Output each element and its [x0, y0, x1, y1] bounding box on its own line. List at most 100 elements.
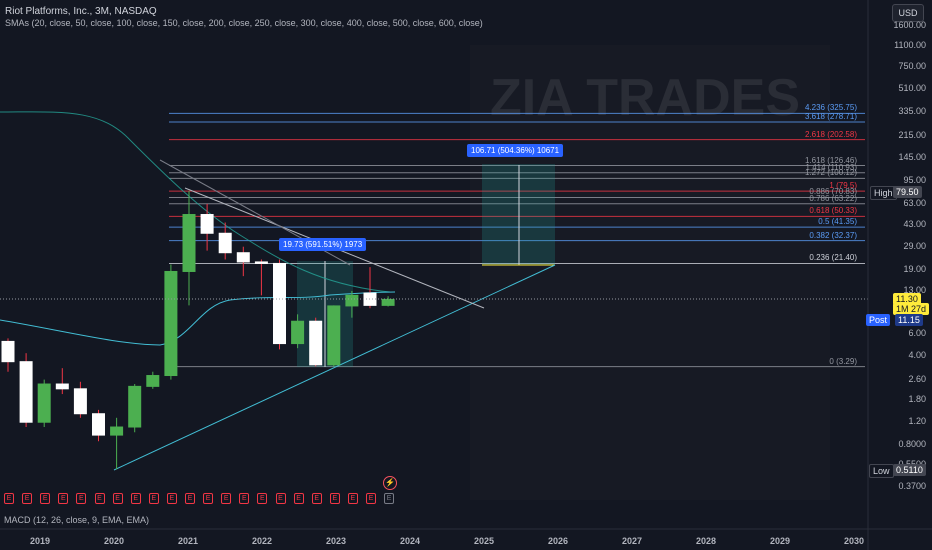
candle-body	[236, 252, 250, 263]
sma-indicator-legend[interactable]: SMAs (20, close, 50, close, 100, close, …	[5, 18, 483, 28]
price-axis-label: 43.00	[903, 218, 926, 229]
watermark-logo: ZIA TRADES	[470, 45, 830, 500]
high-label: High	[870, 186, 897, 200]
candle-body	[327, 305, 341, 366]
price-axis-label: 63.00	[903, 197, 926, 208]
earnings-icon[interactable]: E	[112, 493, 123, 504]
low-label: Low	[869, 464, 894, 478]
earnings-icon[interactable]: E	[293, 493, 304, 504]
candle-body	[1, 340, 15, 363]
fib-level-label: 0 (3.29)	[829, 356, 857, 366]
price-axis-label: 6.00	[908, 327, 926, 338]
candle-body	[55, 383, 69, 390]
time-axis-label: 2020	[104, 536, 125, 546]
low-value-tag: 0.5110	[893, 464, 926, 476]
time-axis-label: 2021	[178, 536, 199, 546]
earnings-icon[interactable]: E	[275, 493, 286, 504]
measure-label-large: 106.71 (504.36%) 10671	[467, 144, 564, 157]
time-axis-label: 2024	[400, 536, 421, 546]
fib-level-label: 3.618 (278.71)	[804, 111, 857, 121]
candle-body	[146, 375, 160, 387]
time-axis-label: 2025	[474, 536, 495, 546]
candlesticks	[1, 191, 395, 470]
post-market-value: 11.15	[895, 314, 923, 326]
fib-level-label: 4.236 (325.75)	[804, 103, 857, 113]
currency-button[interactable]: USD	[892, 4, 924, 22]
earnings-icon[interactable]: E	[4, 493, 14, 504]
earnings-icon[interactable]: E	[366, 493, 376, 504]
earnings-icon[interactable]: E	[94, 493, 105, 504]
candle-body	[182, 214, 196, 272]
candle-body	[92, 413, 105, 436]
earnings-icon[interactable]: E	[329, 493, 340, 504]
candle-body	[381, 298, 395, 306]
candle-body	[164, 270, 178, 377]
macd-legend[interactable]: MACD (12, 26, close, 9, EMA, EMA)	[4, 515, 150, 525]
time-axis-label: 2029	[770, 536, 791, 546]
candle-body	[345, 294, 359, 307]
candle-body	[254, 261, 268, 264]
price-axis-label: 335.00	[898, 105, 926, 116]
earnings-icon[interactable]: E	[185, 493, 195, 504]
measure-label-small: 19.73 (591.51%) 1973	[279, 238, 367, 251]
earnings-icon[interactable]: E	[22, 493, 33, 504]
time-axis-label: 2028	[696, 536, 717, 546]
candle-body	[309, 320, 323, 366]
fib-level-label: 1.618 (126.46)	[804, 155, 857, 165]
fib-level-label: 0.382 (32.37)	[809, 230, 857, 240]
price-axis-label: 510.00	[898, 82, 926, 93]
fib-level-label: 0.786 (63.22)	[809, 193, 857, 203]
price-axis-label: 13.00	[903, 284, 926, 295]
earnings-icon[interactable]: E	[203, 493, 214, 504]
post-market-label: Post	[866, 314, 891, 326]
price-axis-label: 215.00	[898, 130, 926, 141]
candle-body	[273, 262, 286, 345]
earnings-icon[interactable]: E	[40, 493, 51, 504]
earnings-icon[interactable]: E	[311, 493, 322, 504]
earnings-icon[interactable]: E	[257, 493, 268, 504]
earnings-icon[interactable]: E	[148, 493, 159, 504]
fib-level-label: 0.886 (70.83)	[809, 187, 857, 197]
last-price-tag: 11.30	[893, 293, 921, 305]
price-axis-label: 4.00	[908, 349, 926, 360]
price-axis-label: 0.3700	[898, 481, 926, 492]
price-axis-label: 145.00	[898, 152, 926, 162]
earnings-icon[interactable]: E	[221, 493, 232, 504]
candle-body	[110, 426, 124, 436]
earnings-icon[interactable]: E	[347, 493, 358, 504]
price-axis-label: 0.8000	[898, 438, 926, 449]
earnings-icon[interactable]: E	[58, 493, 69, 504]
time-axis-label: 2027	[622, 536, 643, 546]
earnings-icon[interactable]: E	[76, 493, 87, 504]
bar-countdown-tag: 1M 27d	[893, 303, 930, 315]
sma-lines	[0, 111, 396, 346]
fib-level-label: 0.236 (21.40)	[809, 253, 857, 263]
fib-level-label: 2.618 (202.58)	[804, 129, 857, 139]
fib-level-label: 1 (79.5)	[829, 181, 857, 191]
fib-level-label: 1.272 (100.12)	[804, 168, 857, 178]
price-axis-label: 750.00	[898, 61, 926, 72]
candle-body	[73, 388, 87, 415]
symbol-title[interactable]: Riot Platforms, Inc., 3M, NASDAQ	[5, 6, 157, 17]
candle-body	[19, 361, 33, 423]
price-axis-label: 29.00	[903, 240, 926, 251]
price-axis-label: 1600.00	[893, 19, 926, 30]
earnings-icon[interactable]: E	[239, 493, 250, 504]
time-axis-label: 2030	[844, 536, 865, 546]
candle-body	[200, 214, 214, 234]
candle-body	[291, 320, 305, 345]
svg-text:ZIA TRADES: ZIA TRADES	[490, 69, 800, 127]
dividend-lightning-icon[interactable]: ⚡	[383, 476, 397, 490]
price-axis-label: 1.80	[908, 393, 926, 404]
price-axis-label: 1.20	[908, 416, 926, 427]
time-axis-label: 2023	[326, 536, 347, 546]
earnings-icon[interactable]: E	[166, 493, 177, 504]
earnings-icon[interactable]: E	[130, 493, 141, 504]
fib-level-label: 1.414 (110.93)	[805, 162, 857, 172]
earnings-icon[interactable]: E	[384, 493, 395, 504]
price-axis-label: 19.00	[903, 264, 926, 274]
time-axis-label: 2019	[30, 536, 51, 546]
candle-body	[218, 232, 232, 254]
fib-level-label: 0.618 (50.33)	[809, 206, 857, 216]
